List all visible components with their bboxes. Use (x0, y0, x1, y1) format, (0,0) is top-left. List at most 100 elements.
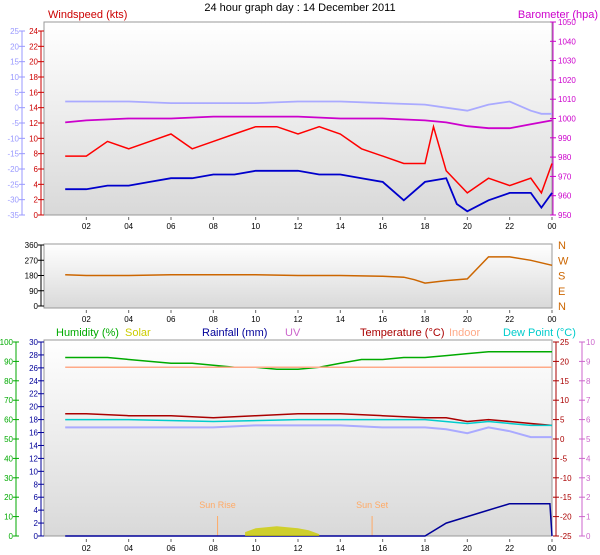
wind-x-tick-label: 14 (336, 222, 345, 231)
windchill-tick-label: -5 (12, 119, 20, 128)
direction-tick-label: 180 (25, 272, 39, 281)
barometer-label: Barometer (hpa) (518, 9, 598, 21)
weather-x-tick-label: 10 (251, 544, 260, 553)
barometer-tick-label: 960 (558, 192, 572, 201)
temperature-tick-label: -15 (560, 493, 572, 502)
temperature-tick-label: -10 (560, 474, 572, 483)
wind-x-tick-label: 08 (209, 222, 218, 231)
wind-x-tick-label: 12 (294, 222, 303, 231)
rainfall-tick-label: 10 (29, 467, 38, 476)
uv-tick-label: 9 (586, 357, 591, 366)
windchill-tick-label: 0 (15, 104, 20, 113)
windchill-tick-label: 20 (10, 42, 19, 51)
rainfall-tick-label: 26 (29, 364, 38, 373)
humidity-tick-label: 20 (4, 493, 13, 502)
windchill-tick-label: -10 (7, 134, 19, 143)
weather-x-tick-label: 04 (124, 544, 133, 553)
uv-tick-label: 5 (586, 435, 591, 444)
temperature-tick-label: 10 (560, 396, 569, 405)
uv-tick-label: 7 (586, 396, 591, 405)
weather-x-tick-label: 00 (548, 544, 557, 553)
windspeed-tick-label: 22 (29, 42, 38, 51)
rainfall-tick-label: 4 (34, 506, 39, 515)
wind-x-tick-label: 06 (167, 222, 176, 231)
wind-x-tick-label: 18 (421, 222, 430, 231)
uv-label: UV (285, 327, 301, 339)
weather-x-tick-label: 22 (505, 544, 514, 553)
barometer-tick-label: 1050 (558, 18, 576, 27)
temperature-tick-label: 5 (560, 416, 565, 425)
humidity-series (65, 350, 552, 370)
uv-tick-label: 3 (586, 474, 591, 483)
windchill-tick-label: -25 (7, 180, 19, 189)
compass-label: S (558, 271, 565, 283)
humidity-tick-label: 60 (4, 416, 13, 425)
weather-panel (43, 339, 553, 537)
weather-x-tick-label: 16 (378, 544, 387, 553)
temperature-tick-label: -20 (560, 513, 572, 522)
temperature-tick-label: -25 (560, 532, 572, 541)
barometer-tick-label: 970 (558, 172, 572, 181)
humidity-tick-label: 40 (4, 454, 13, 463)
barometer-tick-label: 1040 (558, 37, 576, 46)
compass-label: W (558, 255, 569, 267)
direction-x-tick-label: 12 (294, 315, 303, 324)
wind-x-tick-label: 02 (82, 222, 91, 231)
barometer-tick-label: 1020 (558, 76, 576, 85)
uv-tick-label: 8 (586, 377, 591, 386)
windspeed-tick-label: 0 (34, 211, 39, 220)
rainfall-label: Rainfall (mm) (202, 327, 267, 339)
temperature-tick-label: -5 (560, 454, 568, 463)
direction-x-tick-label: 18 (421, 315, 430, 324)
direction-tick-label: 270 (25, 256, 39, 265)
direction-x-tick-label: 10 (251, 315, 260, 324)
uv-tick-label: 10 (586, 338, 595, 347)
direction-x-tick-label: 14 (336, 315, 345, 324)
compass-label: N (558, 301, 566, 313)
windspeed-tick-label: 14 (29, 104, 38, 113)
rainfall-tick-label: 14 (29, 441, 38, 450)
rainfall-tick-label: 30 (29, 338, 38, 347)
temp-series (65, 413, 553, 427)
windspeed-tick-label: 24 (29, 27, 38, 36)
windspeed-tick-label: 12 (29, 119, 38, 128)
direction-tick-label: 0 (34, 302, 39, 311)
solar-label: Solar (125, 327, 151, 339)
sun-set-label: Sun Set (356, 500, 389, 510)
barometer-tick-label: 1010 (558, 95, 576, 104)
weather-x-tick-label: 20 (463, 544, 472, 553)
wind-x-tick-label: 10 (251, 222, 260, 231)
uv-tick-label: 1 (586, 513, 591, 522)
temperature-label: Temperature (°C) (360, 327, 444, 339)
windspeed-tick-label: 4 (34, 180, 39, 189)
chill-series (65, 100, 552, 115)
direction-x-tick-label: 16 (378, 315, 387, 324)
graph-title: 24 hour graph day : 14 December 2011 (204, 2, 395, 14)
humidity-label: Humidity (%) (56, 327, 119, 339)
rainfall-tick-label: 22 (29, 390, 38, 399)
windspeed-label: Windspeed (kts) (48, 9, 127, 21)
direction-x-tick-label: 08 (209, 315, 218, 324)
windspeed-tick-label: 18 (29, 73, 38, 82)
temperature-tick-label: 15 (560, 377, 569, 386)
temperature-tick-label: 0 (560, 435, 565, 444)
windchill-tick-label: 5 (15, 88, 20, 97)
avg_wind-series (65, 169, 553, 213)
wind-x-tick-label: 00 (548, 222, 557, 231)
windspeed-tick-label: 2 (34, 196, 39, 205)
direction-x-tick-label: 02 (82, 315, 91, 324)
wind-x-tick-label: 20 (463, 222, 472, 231)
weather-x-tick-label: 18 (421, 544, 430, 553)
direction-x-tick-label: 20 (463, 315, 472, 324)
humidity-tick-label: 10 (4, 513, 13, 522)
uv-tick-label: 0 (586, 532, 591, 541)
dew-point-label: Dew Point (°C) (503, 327, 576, 339)
weather-x-tick-label: 12 (294, 544, 303, 553)
compass-label: E (558, 286, 565, 298)
rainfall-tick-label: 8 (34, 480, 39, 489)
windchill-tick-label: -35 (7, 211, 19, 220)
windchill-tick-label: 15 (10, 58, 19, 67)
temperature-tick-label: 20 (560, 357, 569, 366)
windchill-tick-label: 25 (10, 27, 19, 36)
